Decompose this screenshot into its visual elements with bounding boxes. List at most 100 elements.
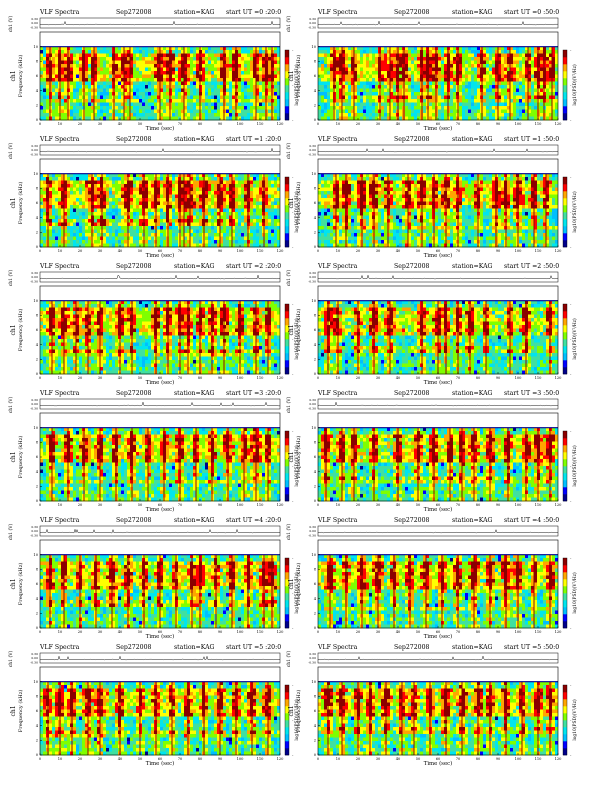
heatmap-cell [342, 64, 345, 68]
heatmap-cell [462, 64, 465, 68]
heatmap-cell [534, 113, 537, 117]
heatmap-cell [417, 85, 420, 89]
heatmap-cell [178, 106, 181, 110]
heatmap-cell [423, 92, 426, 96]
heatmap-cell [498, 81, 501, 86]
heatmap-cell [199, 201, 202, 206]
heatmap-cell [64, 64, 67, 68]
heatmap-cell [504, 53, 507, 58]
heatmap-cell [211, 71, 214, 75]
heatmap-cell [525, 81, 528, 86]
heatmap-cell [429, 109, 432, 114]
y-tick-label: 2 [36, 104, 38, 108]
heatmap-cell [432, 46, 435, 51]
heatmap-cell [244, 198, 247, 202]
heatmap-cell [498, 92, 501, 96]
heatmap-cell [190, 71, 193, 75]
heatmap-cell [145, 205, 148, 209]
heatmap-cell [468, 64, 471, 68]
heatmap-cell [459, 106, 462, 110]
heatmap-cell [354, 53, 357, 58]
heatmap-cell [363, 113, 366, 117]
heatmap-cell [118, 46, 121, 51]
heatmap-cell [462, 46, 465, 51]
heatmap-cell [151, 92, 154, 96]
heatmap-cell [181, 184, 184, 188]
heatmap-cell [453, 106, 456, 110]
heatmap-cell [76, 74, 79, 79]
heatmap-cell [217, 222, 220, 227]
heatmap-cell [115, 243, 118, 248]
heatmap-cell [253, 53, 256, 58]
heatmap-cell [157, 191, 160, 195]
heatmap-cell [85, 222, 88, 227]
heatmap-cell [441, 78, 444, 82]
heatmap-cell [175, 60, 178, 65]
heatmap-cell [172, 74, 175, 79]
heatmap-cell [202, 109, 205, 114]
heatmap-cell [124, 60, 127, 65]
heatmap-cell [277, 60, 280, 65]
heatmap-cell [214, 109, 217, 114]
heatmap-cell [70, 106, 73, 110]
heatmap-cell [151, 67, 154, 72]
heatmap-cell [115, 116, 118, 121]
heatmap-cell [103, 219, 106, 223]
heatmap-cell [229, 180, 232, 185]
heatmap-cell [411, 67, 414, 72]
heatmap-cell [330, 46, 333, 51]
heatmap-cell [381, 88, 384, 93]
heatmap-cell [169, 208, 172, 213]
heatmap-cell [492, 71, 495, 75]
heatmap-cell [202, 71, 205, 75]
burst-streak [333, 46, 335, 121]
heatmap-cell [112, 191, 115, 195]
heatmap-cell [324, 109, 327, 114]
heatmap-cell [217, 201, 220, 206]
heatmap-cell [70, 102, 73, 107]
heatmap-cell [211, 50, 214, 54]
heatmap-cell [229, 177, 232, 181]
heatmap-cell [199, 180, 202, 185]
heatmap-cell [211, 222, 214, 227]
heatmap-cell [363, 88, 366, 93]
heatmap-cell [190, 187, 193, 192]
heatmap-cell [318, 71, 321, 75]
heatmap-cell [190, 102, 193, 107]
heatmap-cell [181, 236, 184, 241]
heatmap-cell [492, 57, 495, 61]
heatmap-cell [193, 243, 196, 248]
heatmap-cell [64, 71, 67, 75]
heatmap-cell [52, 57, 55, 61]
heatmap-cell [43, 219, 46, 223]
heatmap-cell [100, 109, 103, 114]
heatmap-cell [82, 212, 85, 216]
heatmap-cell [465, 81, 468, 86]
heatmap-cell [157, 46, 160, 51]
chart-start-ut: start UT =0 :50:0 [504, 9, 559, 16]
heatmap-cell [318, 67, 321, 72]
heatmap-cell [103, 180, 106, 185]
heatmap-cell [247, 116, 250, 121]
heatmap-cell [148, 81, 151, 86]
heatmap-cell [486, 46, 489, 51]
heatmap-cell [121, 187, 124, 192]
heatmap-cell [405, 116, 408, 121]
heatmap-cell [109, 180, 112, 185]
heatmap-cell [70, 215, 73, 220]
heatmap-cell [160, 81, 163, 86]
heatmap-cell [73, 187, 76, 192]
heatmap-cell [432, 53, 435, 58]
heatmap-cell [229, 53, 232, 58]
x-tick-label: 90 [496, 122, 501, 126]
heatmap-cell [274, 53, 277, 58]
heatmap-cell [73, 57, 76, 61]
heatmap-cell [345, 88, 348, 93]
heatmap-cell [76, 50, 79, 54]
heatmap-cell [259, 60, 262, 65]
heatmap-cell [450, 71, 453, 75]
colorbar-tick-label: - [570, 118, 572, 123]
heatmap-cell [495, 109, 498, 114]
heatmap-cell [381, 71, 384, 75]
heatmap-cell [76, 236, 79, 241]
